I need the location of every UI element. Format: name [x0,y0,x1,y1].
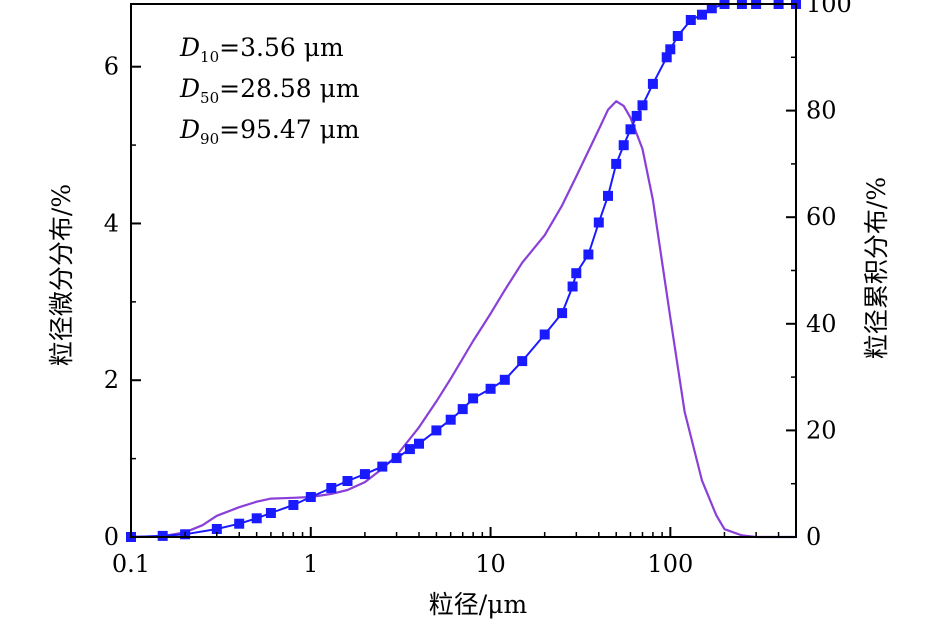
right-axis-title: 粒径累积分布/% [862,177,891,359]
cumulative-data-point [457,404,468,415]
left-y-tick-label: 2 [104,366,119,394]
right-y-tick-label: 40 [806,310,837,338]
x-tick-label: 100 [647,550,693,578]
cumulative-data-point [593,217,604,228]
cumulative-data-point [611,158,622,169]
cumulative-data-point [661,52,672,63]
right-y-tick-label: 0 [806,523,821,551]
right-y-tick-label: 80 [806,97,837,125]
cumulative-data-point [404,444,415,455]
cumulative-data-point [288,500,299,510]
cumulative-data-point [211,524,222,534]
cumulative-data-point [672,31,683,41]
cumulative-data-point [647,78,658,89]
annotation-d10-subscript: 10 [200,48,219,66]
cumulative-data-point [603,190,613,201]
annotation-d10-symbol: D [179,33,200,62]
cumulative-data-point [234,518,245,529]
annotation-d90-symbol: D [179,115,200,144]
cumulative-data-point [625,124,636,135]
left-y-tick-label: 6 [104,53,119,81]
annotation-d50-subscript: 50 [200,89,219,107]
cumulative-data-point [326,483,337,493]
cumulative-data-point [557,308,568,319]
right-y-tick-label: 20 [806,416,837,444]
cumulative-data-point [637,100,648,111]
cumulative-data-point [697,9,707,20]
right-y-tick-label: 60 [806,203,837,231]
cumulative-data-point [583,249,594,260]
cumulative-data-point [305,492,316,502]
cumulative-data-point [377,461,388,472]
left-axis-title: 粒径微分分布/% [47,184,76,366]
cumulative-data-point [499,374,510,385]
cumulative-data-point [571,268,582,279]
cumulative-data-point [665,44,676,55]
cumulative-data-point [445,414,456,425]
annotation-d90: D90=95.47 μm [179,115,360,148]
annotation-d50-value: =28.58 μm [219,74,360,103]
cumulative-data-point [685,15,696,25]
annotation-d90-subscript: 90 [200,130,219,148]
cumulative-data-point [567,281,578,292]
cumulative-data-point [342,476,353,486]
differential-distribution-line [130,100,796,539]
cumulative-data-point [517,356,528,367]
cumulative-data-point [157,530,168,541]
annotation-d50: D50=28.58 μm [179,74,360,107]
cumulative-data-point [265,508,276,518]
cumulative-data-point [414,438,424,449]
cumulative-data-point [391,453,402,464]
left-y-tick-label: 4 [104,209,119,237]
annotation-d10-value: =3.56 μm [219,33,344,62]
cumulative-data-point [618,140,629,151]
cumulative-data-point [539,329,550,340]
x-axis-title: 粒径/μm [429,590,528,619]
x-tick-label: 10 [475,550,506,578]
x-tick-label: 1 [303,550,318,578]
annotation-d50-symbol: D [179,74,200,103]
left-y-tick-label: 0 [104,523,119,551]
cumulative-data-point [706,3,717,14]
right-y-tick-label: 100 [806,0,852,18]
annotation-d90-value: =95.47 μm [219,115,360,144]
x-tick-label: 0.1 [112,550,150,578]
cumulative-data-point [485,383,496,394]
cumulative-data-point [251,513,262,524]
cumulative-data-point [359,469,370,480]
annotation-d10: D10=3.56 μm [179,33,344,66]
cumulative-data-point [468,393,479,404]
cumulative-data-point [631,110,642,121]
cumulative-data-point [431,425,442,436]
